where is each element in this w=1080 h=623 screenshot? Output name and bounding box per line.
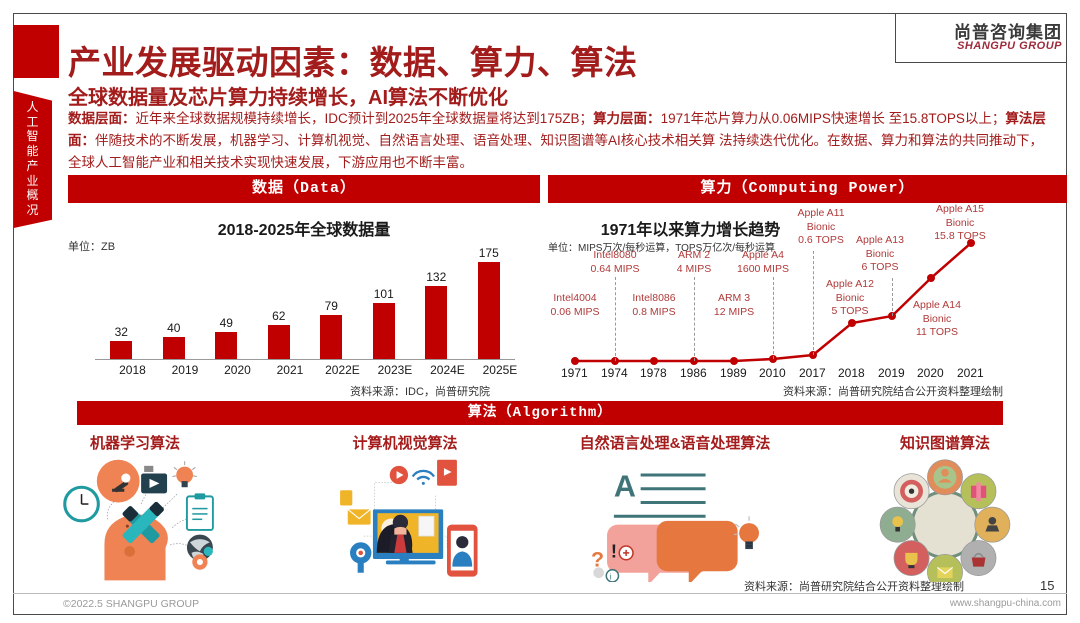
svg-text:i: i (610, 572, 612, 582)
svg-text:A: A (614, 469, 636, 503)
svg-text:!: ! (611, 540, 617, 561)
